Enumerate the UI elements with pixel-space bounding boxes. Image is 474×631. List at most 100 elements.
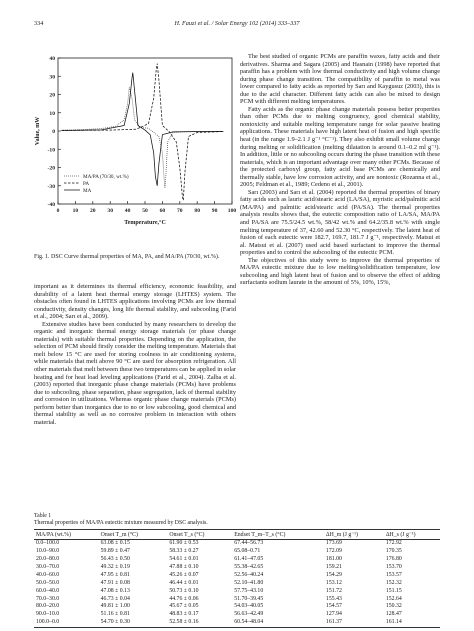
- x-tick-label: 0: [57, 208, 60, 214]
- table-row: 60.0–40.0 47.08 ± 0.13 50.73 ± 0.10 57.75–4…: [34, 587, 440, 595]
- table-cell: 70.0–30.0: [36, 595, 60, 602]
- table-header-cell: ΔH_s (J g⁻¹): [383, 529, 440, 540]
- legend-label: MA/PA (70/30, wt.%): [83, 173, 129, 180]
- table-title: Thermal properties of MA/PA eutectic mix…: [34, 520, 208, 526]
- table-cell: 45.67 ± 0.05: [169, 603, 199, 610]
- table-cell: 49.81 ± 1.00: [100, 603, 130, 610]
- table-header-cell: Onset T_s (°C): [167, 529, 233, 540]
- table-cell: 172.09: [325, 548, 342, 555]
- table-header-cell: Endset T_m–T_s (°C): [232, 529, 324, 540]
- table-row: 10.0–90.0 59.89 ± 0.47 58.33 ± 0.27 65.08–0…: [34, 548, 440, 556]
- table-body: 0.0–100.0 63.08 ± 0.15 61.90 ± 0.53 67.44–5…: [34, 540, 440, 628]
- x-tick-label: 90: [212, 208, 218, 214]
- table-cell: 176.80: [385, 556, 402, 563]
- table-cell: 153.70: [385, 563, 402, 570]
- legend-label: MA: [83, 188, 92, 194]
- figure-caption: Fig. 1. DSC Curve thermal properties of …: [34, 254, 220, 260]
- table-cell: 154.57: [325, 603, 342, 610]
- table-cell: 161.14: [383, 618, 440, 628]
- table-number: Table 1: [34, 513, 52, 519]
- table-cell: 100.0–0.0: [34, 618, 99, 628]
- table-cell: 155.43: [325, 595, 342, 602]
- y-axis-label: Value, mW: [35, 117, 41, 145]
- table-cell: 54.61 ± 0.01: [169, 556, 199, 563]
- table-cell: 50.73 ± 0.10: [169, 587, 199, 594]
- table-cell: 40.0–60.0: [36, 571, 60, 578]
- x-tick-label: 20: [90, 208, 96, 214]
- x-tick-label: 80: [194, 208, 200, 214]
- table-row: 20.0–80.0 56.43 ± 0.50 54.61 ± 0.01 61.41–4…: [34, 556, 440, 564]
- legend-label: PA: [83, 181, 89, 187]
- table-cell: 59.89 ± 0.47: [100, 548, 130, 555]
- table-cell: 127.94: [325, 611, 342, 618]
- x-tick-label: 100: [228, 208, 237, 214]
- right-column: The best studied of organic PCMs are par…: [240, 53, 440, 287]
- journal-citation: H. Fauzi et al. / Solar Energy 102 (2014…: [174, 20, 300, 27]
- table-header-cell: MA/PA (wt.%): [34, 529, 99, 540]
- y-tick-label: -10: [48, 147, 56, 153]
- table-cell: 52.10–41.80: [234, 579, 264, 586]
- table-cell: 56.63–42.49: [234, 611, 264, 618]
- page-number: 334: [34, 20, 44, 27]
- x-tick-label: 40: [125, 208, 131, 214]
- x-tick-label: 10: [73, 208, 79, 214]
- table-cell: 54.70 ± 0.30: [98, 618, 168, 628]
- right-paragraph: Sarı (2003) and Sarı et al. (2004) repor…: [240, 188, 440, 257]
- table-cell: 61.90 ± 0.53: [169, 540, 199, 547]
- table-cell: 52.56–40.24: [234, 571, 264, 578]
- table-row: 30.0–70.0 49.32 ± 0.19 47.88 ± 0.10 55.38–4…: [34, 564, 440, 572]
- table-cell: 173.69: [325, 540, 342, 547]
- table-cell: 54.03–40.05: [234, 603, 264, 610]
- y-tick-label: -30: [48, 184, 56, 190]
- legend-box: [62, 173, 122, 195]
- table-row: 100.0–0.0 54.70 ± 0.30 52.58 ± 0.16 60.54–4…: [34, 618, 440, 628]
- table-cell: 58.33 ± 0.27: [169, 548, 199, 555]
- table-cell: 47.95 ± 0.81: [100, 571, 130, 578]
- table-cell: 51.70–39.45: [234, 595, 264, 602]
- table-cell: 152.64: [385, 595, 402, 602]
- table-cell: 50.0–50.0: [36, 579, 60, 586]
- table-cell: 60.54–48.04: [232, 618, 324, 628]
- thermal-properties-table: MA/PA (wt.%) Onset T_m (°C) Onset T_s (°…: [34, 529, 440, 628]
- table-cell: 90.0–10.0: [36, 611, 60, 618]
- table-cell: 49.32 ± 0.19: [100, 563, 130, 570]
- right-paragraph: The objectives of this study were to imp…: [240, 256, 440, 287]
- y-tick-label: -40: [48, 202, 56, 208]
- page-header: 334 H. Fauzi et al. / Solar Energy 102 (…: [34, 20, 440, 30]
- table-cell: 159.21: [325, 563, 342, 570]
- y-tick-label: 40: [49, 56, 55, 62]
- table-cell: 47.91 ± 0.08: [100, 579, 130, 586]
- table-cell: 61.41–47.05: [234, 556, 264, 563]
- table-header-cell: ΔH_m (J g⁻¹): [323, 529, 384, 540]
- table-cell: 172.92: [385, 540, 402, 547]
- table-1: Table 1 Thermal properties of MA/PA eute…: [34, 513, 440, 628]
- table-cell: 47.08 ± 0.13: [100, 587, 130, 594]
- table-row: 80.0–20.0 49.81 ± 1.00 45.67 ± 0.05 54.03–4…: [34, 603, 440, 611]
- table-cell: 60.0–40.0: [36, 587, 60, 594]
- table-cell: 67.44–56.73: [234, 540, 264, 547]
- table-cell: 46.44 ± 0.01: [169, 579, 199, 586]
- table-cell: 57.75–43.10: [234, 587, 264, 594]
- table-cell: 10.0–90.0: [36, 548, 60, 555]
- table-cell: 30.0–70.0: [36, 563, 60, 570]
- table-cell: 152.32: [385, 579, 402, 586]
- table-cell: 181.00: [325, 556, 342, 563]
- table-cell: 20.0–80.0: [36, 556, 60, 563]
- table-cell: 0.0–100.0: [36, 540, 60, 547]
- series-line-pa: [61, 63, 224, 201]
- x-tick-label: 60: [160, 208, 166, 214]
- table-cell: 151.72: [325, 587, 342, 594]
- left-paragraph: important as it determines its thermal e…: [34, 283, 236, 321]
- table-header-row: MA/PA (wt.%) Onset T_m (°C) Onset T_s (°…: [34, 529, 440, 540]
- y-tick-label: -20: [48, 166, 56, 172]
- table-cell: 154.29: [325, 571, 342, 578]
- y-tick-label: 10: [49, 111, 55, 117]
- table-row: 70.0–30.0 46.73 ± 0.04 44.76 ± 0.06 51.70–3…: [34, 595, 440, 603]
- table-row: 90.0–10.0 51.16 ± 0.81 48.83 ± 0.17 56.63–4…: [34, 611, 440, 619]
- table-cell: 46.73 ± 0.04: [100, 595, 130, 602]
- table-cell: 128.47: [385, 611, 402, 618]
- table-cell: 151.15: [385, 587, 402, 594]
- table-cell: 80.0–20.0: [36, 603, 60, 610]
- table-cell: 56.43 ± 0.50: [100, 556, 130, 563]
- table-row: 0.0–100.0 63.08 ± 0.15 61.90 ± 0.53 67.44–5…: [34, 540, 440, 548]
